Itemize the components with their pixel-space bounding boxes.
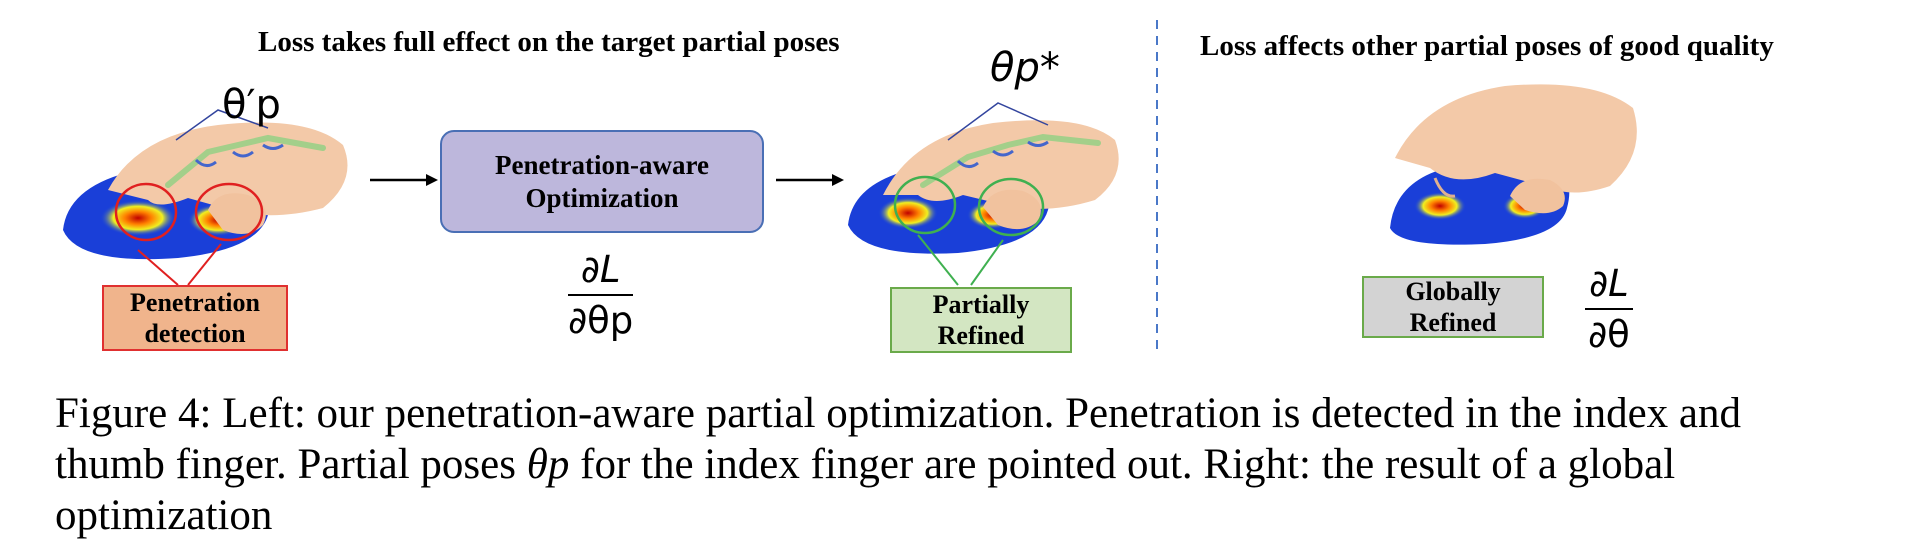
caption-line-1: Figure 4: Left: our penetration-aware pa… [55,390,1741,437]
optimization-box: Penetration-aware Optimization [440,130,764,233]
gradient-numerator: ∂L [1589,262,1629,305]
figure-caption: Figure 4: Left: our penetration-aware pa… [55,388,1855,541]
theta-prime-label: θ′p [222,82,281,128]
caption-symbol: θp [526,441,570,488]
gradient-partial: ∂L ∂θp [568,248,634,342]
globally-refined-box: Globally Refined [1362,276,1544,338]
hand-mouse-illustration-refined [848,102,1119,286]
right-panel-heading: Loss affects other partial poses of good… [1200,30,1774,62]
caption-line-2: thumb finger. Partial poses θp for the i… [55,439,1855,490]
panel-divider [1156,20,1158,350]
left-panel-heading: Loss takes full effect on the target par… [258,26,840,58]
caption-line-2-end: for the index finger are pointed out. Ri… [569,441,1676,488]
gradient-global: ∂L ∂θ [1585,262,1633,356]
caption-line-3: optimization [55,492,273,539]
arrow-right-icon [776,174,844,186]
gradient-denominator: ∂θp [568,299,634,342]
partially-refined-box: Partially Refined [890,287,1072,353]
penetration-detection-box: Penetration detection [102,285,288,351]
gradient-denominator: ∂θ [1587,313,1630,356]
theta-star-label: θp* [990,45,1060,91]
hand-mouse-illustration-penetration [63,109,348,286]
arrow-right-icon [370,174,438,186]
caption-line-2-start: thumb finger. Partial poses [55,441,527,488]
hand-mouse-illustration-global [1390,84,1637,245]
gradient-numerator: ∂L [580,248,621,291]
